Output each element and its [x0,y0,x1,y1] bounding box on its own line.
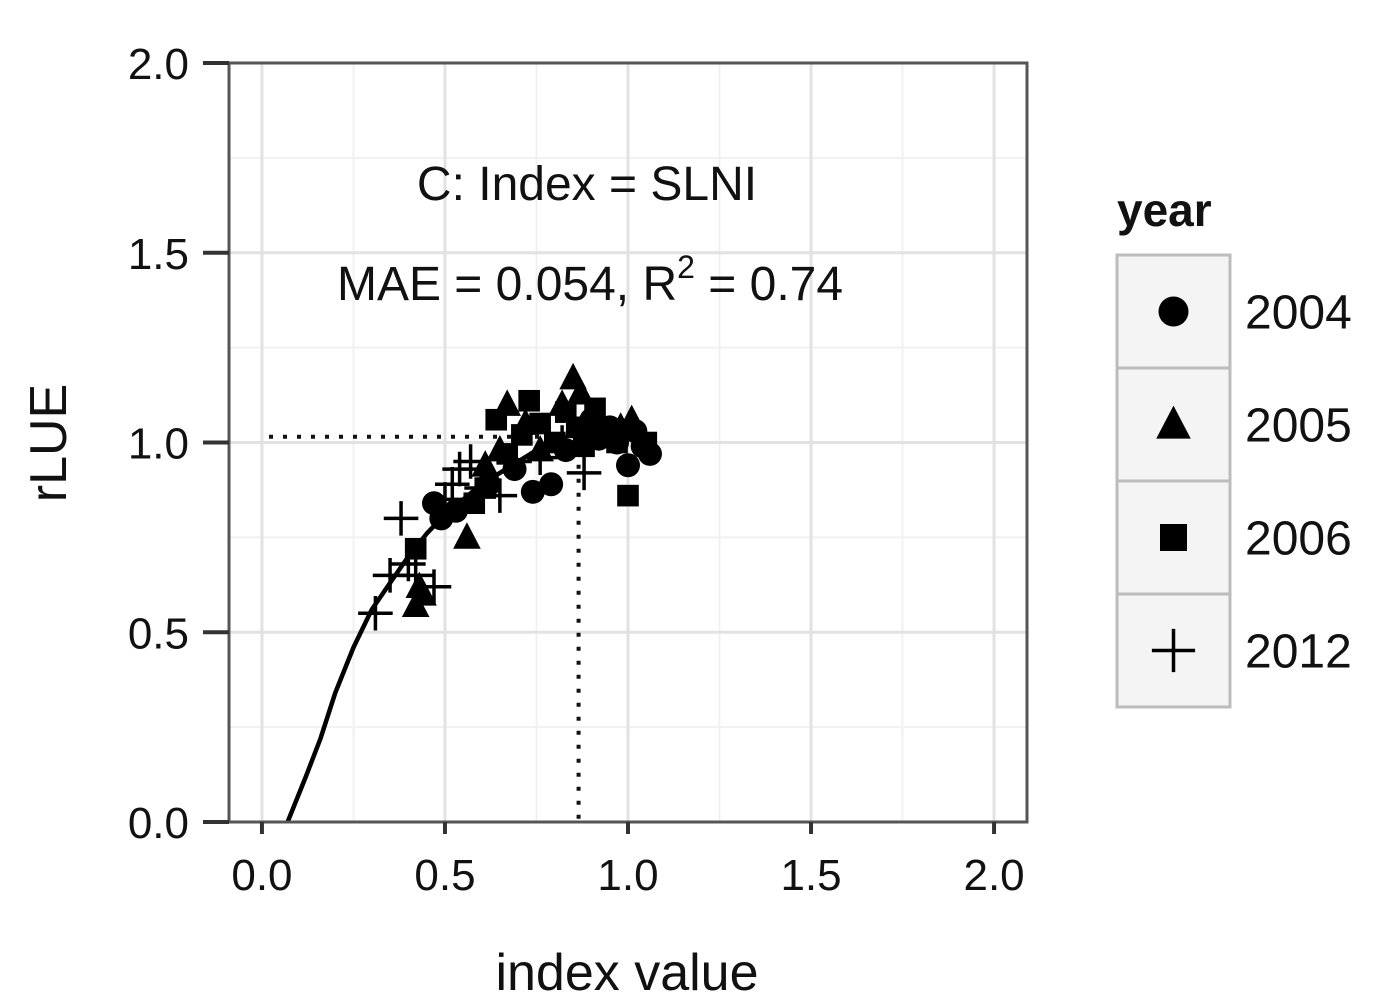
point-2012-10 [464,470,499,506]
y-tick-label-2: 1.0 [128,420,189,469]
x-tick-label-3: 1.5 [780,851,841,900]
point-2012-11 [482,478,518,513]
point-2006-14 [606,431,628,454]
point-2006-11 [573,435,595,458]
legend-marker-2012 [1151,628,1196,673]
y-tick-label-3: 1.5 [128,230,189,279]
x-tick-label-1: 0.5 [414,851,475,900]
point-2012-12 [497,444,532,479]
point-2012-4 [398,558,433,593]
legend-label-2004: 2004 [1245,287,1352,340]
point-2006-10 [565,416,588,439]
point-2004-5 [520,479,545,504]
point-2006-7 [529,412,551,435]
annotation-metrics: MAE = 0.054, R2 = 0.74 [337,249,843,311]
legend-marker-2005 [1156,405,1191,439]
point-2005-3 [453,522,481,549]
x-tick-label-2: 1.0 [597,851,658,900]
point-2004-6 [539,472,564,497]
point-2012-6 [427,482,463,517]
point-2012-9 [453,444,488,479]
legend-label-2012: 2012 [1245,626,1352,679]
point-2006-12 [584,397,606,420]
point-2012-14 [544,425,580,460]
annotation-metrics-superscript: 2 [677,249,695,285]
y-tick-label-4: 2.0 [128,40,189,89]
point-2005-2 [409,579,437,606]
reference-lines [269,434,581,822]
x-tick-label-0: 0.0 [231,851,292,900]
point-2006-6 [518,389,540,412]
legend-marker-2006 [1160,524,1187,551]
data-points [358,362,662,631]
point-2006-3 [485,408,508,431]
annotation-metrics-prefix: MAE = 0.054, R [337,258,677,311]
x-tick-label-4: 2.0 [963,851,1024,900]
legend-marker-2004 [1158,296,1189,327]
point-2004-13 [616,453,640,478]
point-2006-4 [496,443,519,465]
y-tick-label-0: 0.0 [128,799,189,848]
point-2012-5 [416,569,452,604]
annotation-metrics-suffix: = 0.74 [695,258,843,311]
y-tick-label-1: 0.5 [128,609,189,658]
point-2004-2 [443,498,468,523]
legend-label-2006: 2006 [1245,513,1352,566]
legend: year 2004 2005 2006 2012 [1115,184,1352,709]
point-2005-4 [471,450,500,477]
annotation-title: C: Index = SLNI [417,158,757,211]
point-2006-5 [511,424,533,446]
point-2006-16 [635,431,658,454]
point-2006-15 [617,484,639,507]
point-2012-0 [358,595,393,631]
legend-title: year [1117,184,1212,236]
y-axis-title: rLUE [20,384,78,502]
legend-label-2005: 2005 [1245,400,1352,453]
point-2012-7 [435,466,470,502]
axis-ticks: 0.0 0.5 1.0 1.5 2.0 0.0 0.5 1.0 1.5 2.0 [128,40,1025,900]
point-2006-0 [404,537,427,560]
point-2005-14 [617,404,646,432]
point-2012-15 [566,455,602,491]
point-2012-2 [383,501,419,536]
point-2012-13 [522,440,558,475]
x-axis-title: index value [495,944,758,1002]
